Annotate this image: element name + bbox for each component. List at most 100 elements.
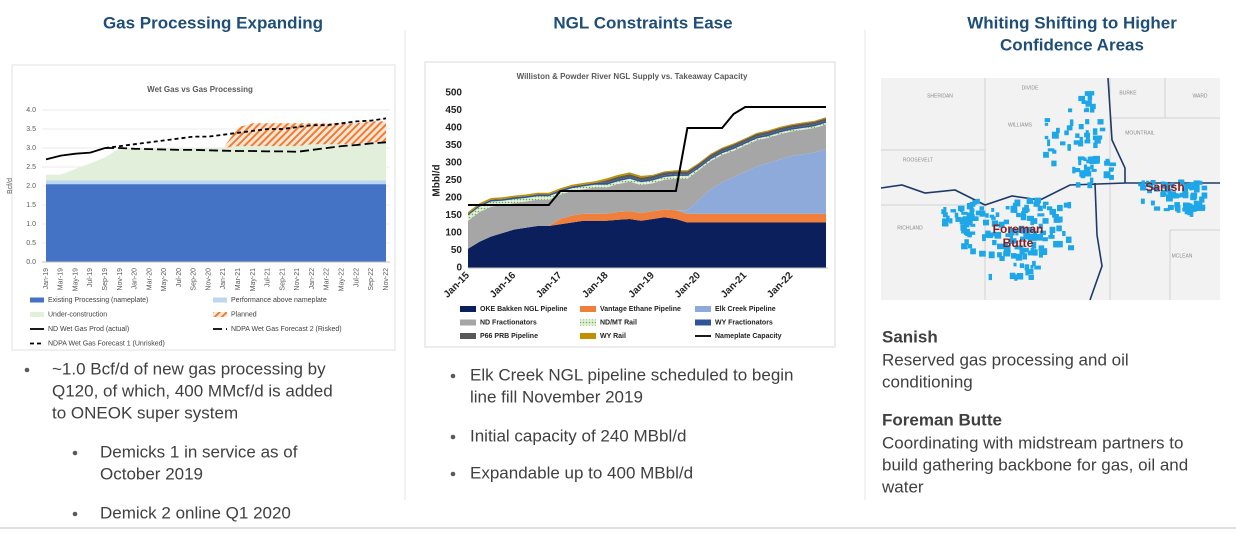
well-block (1056, 127, 1060, 134)
y-tick-label: 3.0 (26, 145, 36, 152)
well-block (1019, 263, 1025, 268)
well-block (1080, 172, 1086, 179)
well-block (966, 214, 973, 219)
well-block (1167, 204, 1174, 210)
well-block (1023, 233, 1030, 240)
area-text: build gathering backbone for gas, oil an… (882, 455, 1188, 474)
legend-label: ND Fractionators (480, 319, 537, 326)
well-block (1167, 191, 1173, 198)
well-block (1003, 242, 1009, 247)
well-block (1032, 230, 1038, 236)
bullet-text: Demicks 1 in service as of (100, 442, 298, 461)
heading: Whiting Shifting to Higher (967, 13, 1177, 32)
x-tick-label: Mar-19 (58, 268, 65, 290)
well-block (1199, 180, 1203, 185)
well-block (1026, 198, 1034, 204)
well-block (1183, 203, 1188, 208)
map: SHERIDAN DIVIDE BURKE WARD WILLIAMS MOUNTRAIL… (880, 77, 1220, 301)
well-block (1042, 201, 1049, 205)
bullet-dot (72, 450, 78, 456)
well-block (1195, 205, 1200, 212)
well-block (1028, 274, 1034, 280)
legend-label: Performance above nameplate (231, 297, 327, 304)
well-block (1051, 160, 1057, 167)
x-tick-label: Nov-22 (383, 268, 390, 291)
well-block (1073, 140, 1080, 145)
y-tick-label: 1.0 (26, 221, 36, 228)
well-block (967, 219, 973, 226)
legend-label: WY Fractionators (715, 319, 773, 326)
well-block (1097, 119, 1104, 125)
x-tick-label: Jul-22 (353, 268, 360, 287)
x-tick-label: Mar-22 (324, 268, 331, 290)
x-tick-label: Nov-19 (117, 268, 124, 291)
x-tick-label: Sep-22 (368, 268, 375, 291)
legend-label: ND Wet Gas Prod (actual) (48, 326, 129, 333)
x-tick-label: Jan-19 (43, 268, 50, 290)
well-block (1014, 245, 1019, 250)
well-block (1020, 226, 1024, 232)
well-block (1009, 272, 1016, 280)
well-block (1042, 237, 1048, 242)
well-block (1189, 182, 1197, 188)
well-block (1063, 202, 1068, 208)
map-area-label: Sanish (1145, 180, 1184, 194)
well-block (1024, 226, 1030, 234)
well-block (964, 239, 969, 245)
area-series (468, 209, 826, 249)
well-block (1078, 124, 1084, 130)
well-block (1040, 248, 1048, 256)
county-label: ROOSEVELT (903, 157, 933, 163)
bullet-text: Q120, of which, 400 MMcf/d is added (52, 381, 333, 400)
bullet-text: Demick 2 online Q1 2020 (100, 503, 291, 522)
well-block (1146, 180, 1150, 188)
legend-swatch (580, 319, 596, 326)
x-tick-label: Sep-21 (279, 268, 286, 291)
well-block (1037, 213, 1045, 217)
well-block (1174, 202, 1180, 208)
well-block (1099, 127, 1106, 132)
well-block (1053, 216, 1061, 223)
well-block (1010, 253, 1017, 259)
legend-label: Planned (231, 311, 257, 318)
area-series (468, 217, 826, 268)
y-tick-label: 1.5 (26, 202, 36, 209)
well-block (1085, 136, 1090, 143)
well-block (1033, 202, 1040, 207)
well-block (1154, 186, 1160, 192)
well-block (1085, 130, 1089, 135)
well-block (970, 248, 976, 255)
x-tick-label: Nov-21 (294, 268, 301, 291)
well-block (991, 216, 996, 220)
well-block (1141, 180, 1145, 186)
well-block (989, 214, 995, 218)
well-block (1186, 183, 1191, 189)
well-block (991, 208, 995, 212)
y-tick-label: 50 (451, 245, 463, 256)
well-block (1016, 273, 1024, 280)
x-tick-label: Mar-21 (235, 268, 242, 290)
well-block (1193, 205, 1198, 211)
x-tick-label: Jan-21 (220, 268, 227, 290)
y-tick-label: 2.0 (26, 183, 36, 190)
well-block (943, 207, 947, 213)
well-block (1089, 91, 1095, 96)
well-block (985, 213, 989, 218)
well-block (946, 215, 950, 219)
well-block (1187, 203, 1193, 210)
county-label: WARD (1192, 93, 1207, 99)
line-series (105, 141, 387, 153)
area-title: Sanish (882, 327, 938, 346)
well-block (1075, 133, 1080, 138)
bullet-text: October 2019 (100, 464, 203, 483)
bullet-dot (450, 471, 456, 477)
well-block (1051, 131, 1059, 139)
x-tick-label: Jul-19 (87, 268, 94, 287)
well-block (1092, 135, 1097, 141)
well-block (1015, 253, 1023, 261)
county-label: BURKE (1119, 90, 1137, 96)
well-block (1160, 190, 1165, 196)
well-block (1049, 208, 1057, 215)
